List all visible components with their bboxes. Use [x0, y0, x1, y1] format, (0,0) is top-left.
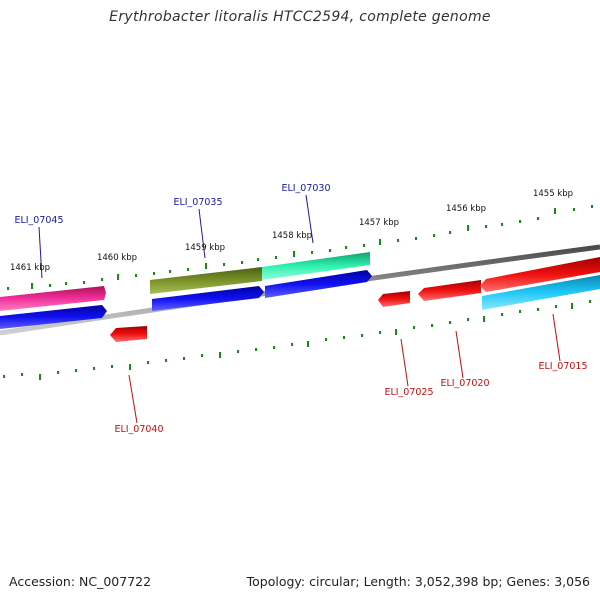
tick-label-1459: 1459 kbp	[185, 243, 225, 253]
tick-label-1458: 1458 kbp	[272, 231, 312, 241]
gene-blue-2[interactable]	[152, 286, 264, 311]
gene-ELI_07015[interactable]	[482, 275, 600, 310]
tick-row-upper	[7, 205, 593, 290]
leader-ELI_07030	[305, 194, 314, 244]
tick-label-1455: 1455 kbp	[533, 189, 573, 199]
gene-ELI_07025[interactable]	[378, 291, 410, 307]
label-ELI_07015: ELI_07015	[538, 361, 587, 372]
gene-ELI_07045[interactable]	[0, 286, 106, 311]
gene-ELI_07030[interactable]	[262, 252, 370, 280]
label-ELI_07045: ELI_07045	[14, 215, 63, 226]
tick-label-1457: 1457 kbp	[359, 218, 399, 228]
leader-ELI_07020	[455, 330, 464, 379]
label-ELI_07030: ELI_07030	[281, 183, 330, 194]
gene-blue-1[interactable]	[0, 305, 107, 329]
leader-ELI_07025	[400, 338, 409, 387]
tick-label-1461: 1461 kbp	[10, 263, 50, 273]
tick-label-1456: 1456 kbp	[446, 204, 486, 214]
tick-label-1460: 1460 kbp	[97, 253, 137, 263]
label-ELI_07025: ELI_07025	[384, 387, 433, 398]
tick-row-lower	[3, 300, 591, 380]
leader-ELI_07035	[198, 208, 206, 259]
genome-summary-text: Topology: circular; Length: 3,052,398 bp…	[246, 574, 590, 589]
leader-ELI_07045	[38, 226, 43, 279]
label-ELI_07040: ELI_07040	[114, 424, 163, 435]
label-ELI_07035: ELI_07035	[173, 197, 222, 208]
map-title: Erythrobacter litoralis HTCC2594, comple…	[109, 9, 491, 25]
leader-ELI_07015	[552, 313, 561, 362]
gene-ELI_07035[interactable]	[150, 267, 262, 294]
gene-red-right[interactable]	[480, 257, 600, 292]
gene-blue-3[interactable]	[265, 270, 372, 298]
gene-ELI_07020[interactable]	[418, 280, 481, 301]
accession-text: Accession: NC_007722	[9, 574, 152, 589]
leader-ELI_07040	[128, 374, 138, 424]
label-ELI_07020: ELI_07020	[440, 378, 489, 389]
gene-ELI_07040[interactable]	[110, 326, 147, 342]
